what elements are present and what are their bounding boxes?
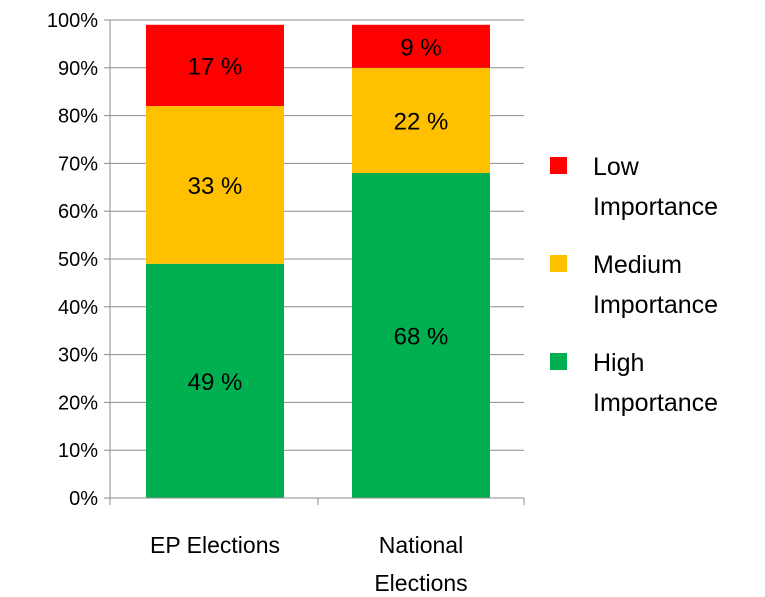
bar-segment	[146, 24, 284, 107]
legend-swatch	[550, 255, 567, 272]
x-category-label: Elections	[374, 570, 467, 596]
x-category-label: National	[379, 532, 463, 558]
y-tick-label: 10%	[58, 440, 98, 462]
legend-label: Importance	[593, 389, 718, 417]
data-label: 49 %	[188, 369, 243, 396]
data-label: 9 %	[400, 34, 441, 61]
y-tick-label: 40%	[58, 297, 98, 319]
bars	[146, 24, 490, 498]
y-tick-label: 50%	[58, 249, 98, 271]
bar-segment	[352, 67, 490, 173]
legend-swatch	[550, 353, 567, 370]
y-tick-label: 20%	[58, 392, 98, 414]
y-axis-tick-labels: 0% 10% 20% 30% 40% 50% 60% 70% 80% 90% 100%	[47, 10, 98, 510]
legend-label: Medium	[593, 251, 682, 279]
legend-label: Importance	[593, 291, 718, 319]
y-tick-label: 0%	[69, 488, 98, 510]
y-tick-label: 90%	[58, 58, 98, 80]
bar-segment	[352, 172, 490, 498]
bar-segment	[146, 263, 284, 498]
legend-label: Importance	[593, 193, 718, 221]
legend-label: Low	[593, 153, 640, 181]
y-tick-label: 60%	[58, 201, 98, 223]
bar-segment	[352, 24, 490, 68]
axes	[104, 19, 525, 505]
y-tick-label: 100%	[47, 10, 98, 32]
y-tick-label: 30%	[58, 345, 98, 367]
data-label: 22 %	[394, 108, 449, 135]
y-tick-label: 80%	[58, 106, 98, 128]
legend: Low Importance Medium Importance High Importa…	[550, 153, 718, 417]
legend-swatch	[550, 157, 567, 174]
data-label: 68 %	[394, 323, 449, 350]
data-label: 33 %	[188, 173, 243, 200]
x-axis-category-labels: EP Elections National Elections	[150, 532, 468, 596]
data-labels: 49 % 33 % 17 % 68 % 22 % 9 %	[188, 34, 449, 396]
legend-label: High	[593, 349, 644, 377]
data-label: 17 %	[188, 53, 243, 80]
bar-segment	[146, 106, 284, 264]
y-tick-label: 70%	[58, 153, 98, 175]
x-category-label: EP Elections	[150, 532, 280, 558]
